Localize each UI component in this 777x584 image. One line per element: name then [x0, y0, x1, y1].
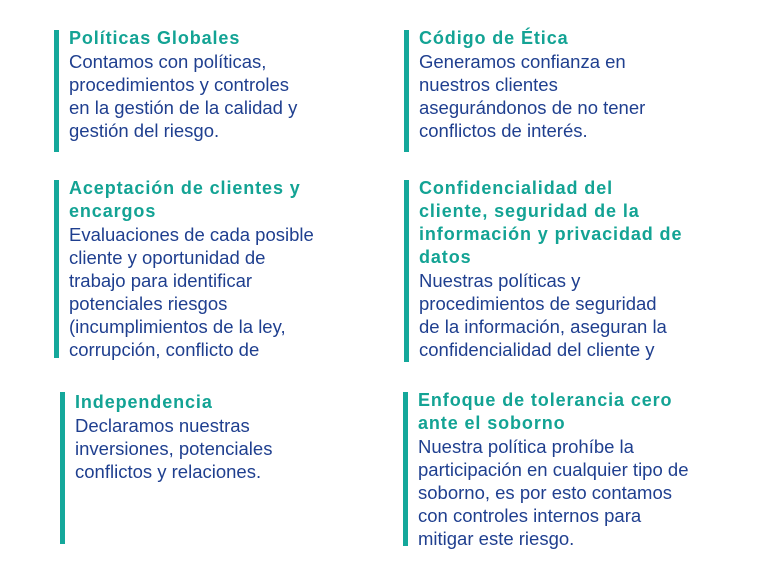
body-line: gestión del riesgo. — [69, 120, 220, 141]
body-line: Declaramos nuestras — [75, 415, 250, 436]
body-line: Nuestra política prohíbe la — [418, 436, 634, 457]
accent-bar — [404, 30, 409, 152]
title-line: encargos — [69, 201, 157, 221]
body-line: participación en cualquier tipo de — [418, 459, 689, 480]
body-line: procedimientos y controles — [69, 74, 290, 95]
section-body: Declaramos nuestras inversiones, potencia… — [75, 414, 272, 483]
section-title: Aceptación de clientes y encargos — [69, 177, 314, 223]
body-line: Generamos confianza en — [419, 51, 626, 72]
body-line: de la información, aseguran la — [419, 316, 667, 337]
body-line: Evaluaciones de cada posible — [69, 224, 314, 245]
section-text: Aceptación de clientes y encargos Evaluaci… — [69, 177, 314, 361]
body-line: confidencialidad del cliente y — [419, 339, 655, 360]
section-body: Nuestras políticas y procedimientos de se… — [419, 269, 682, 361]
body-line: con controles internos para — [418, 505, 642, 526]
body-line: trabajo para identificar — [69, 270, 253, 291]
body-line: corrupción, conflicto de — [69, 339, 260, 360]
body-line: Contamos con políticas, — [69, 51, 267, 72]
section-body: Evaluaciones de cada posible cliente y op… — [69, 223, 314, 361]
accent-bar — [54, 180, 59, 358]
title-line: Independencia — [75, 392, 213, 412]
title-line: datos — [419, 247, 472, 267]
title-line: Código de Ética — [419, 28, 569, 48]
body-line: potenciales riesgos — [69, 293, 228, 314]
section-body: Generamos confianza en nuestros clientes a… — [419, 50, 645, 142]
body-line: asegurándonos de no tener — [419, 97, 646, 118]
section-title: Código de Ética — [419, 27, 645, 50]
accent-bar — [404, 180, 409, 362]
section-body: Contamos con políticas, procedimientos y … — [69, 50, 297, 142]
section-text: Confidencialidad del cliente, seguridad d… — [419, 177, 682, 361]
section-text: Políticas Globales Contamos con políticas… — [69, 27, 297, 142]
accent-bar — [403, 392, 408, 546]
accent-bar — [54, 30, 59, 152]
title-line: cliente, seguridad de la — [419, 201, 640, 221]
accent-bar — [60, 392, 65, 544]
section-text: Enfoque de tolerancia cero ante el soborn… — [418, 389, 688, 550]
title-line: ante el soborno — [418, 413, 566, 433]
section-title: Independencia — [75, 391, 272, 414]
title-line: Enfoque de tolerancia cero — [418, 390, 673, 410]
section-title: Políticas Globales — [69, 27, 297, 50]
title-line: Políticas Globales — [69, 28, 241, 48]
body-line: cliente y oportunidad de — [69, 247, 266, 268]
section-body: Nuestra política prohíbe la participación… — [418, 435, 688, 550]
body-line: conflictos de interés. — [419, 120, 588, 141]
title-line: Confidencialidad del — [419, 178, 614, 198]
section-title: Enfoque de tolerancia cero ante el soborn… — [418, 389, 688, 435]
body-line: Nuestras políticas y — [419, 270, 581, 291]
body-line: procedimientos de seguridad — [419, 293, 657, 314]
body-line: (incumplimientos de la ley, — [69, 316, 286, 337]
body-line: nuestros clientes — [419, 74, 558, 95]
section-text: Independencia Declaramos nuestras inversio… — [75, 391, 272, 483]
section-text: Código de Ética Generamos confianza en nue… — [419, 27, 645, 142]
title-line: Aceptación de clientes y — [69, 178, 301, 198]
body-line: inversiones, potenciales — [75, 438, 273, 459]
body-line: soborno, es por esto contamos — [418, 482, 673, 503]
section-title: Confidencialidad del cliente, seguridad d… — [419, 177, 682, 269]
body-line: en la gestión de la calidad y — [69, 97, 298, 118]
title-line: información y privacidad de — [419, 224, 683, 244]
body-line: conflictos y relaciones. — [75, 461, 262, 482]
body-line: mitigar este riesgo. — [418, 528, 575, 549]
